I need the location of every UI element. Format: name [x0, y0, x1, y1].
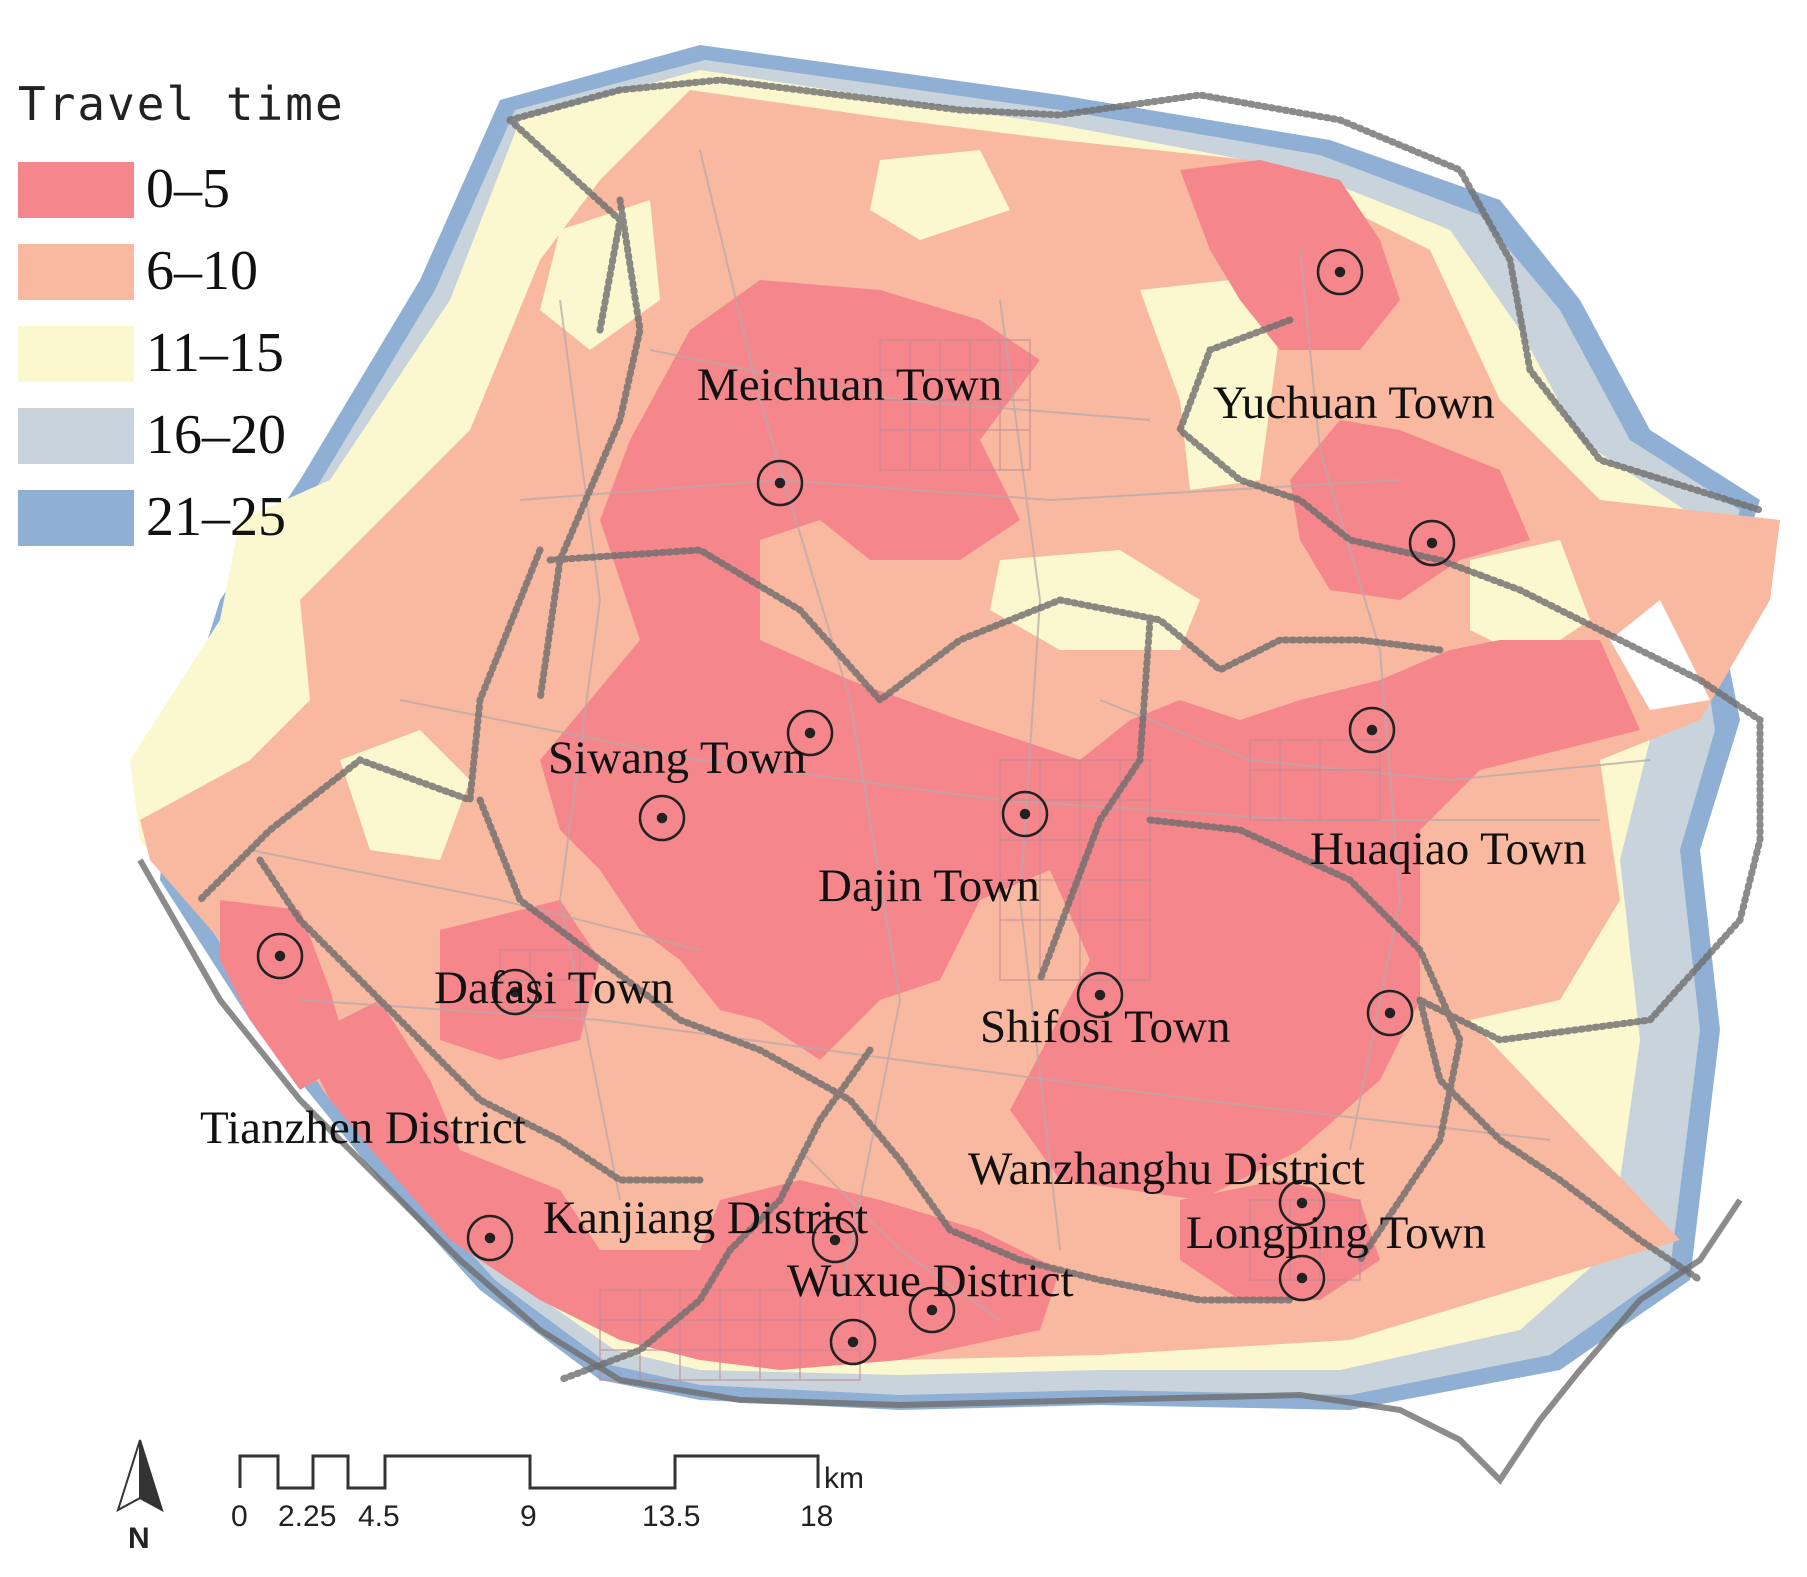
legend-swatch-11-15 — [18, 326, 134, 382]
legend-label: 0–5 — [146, 158, 230, 220]
center-marker — [1366, 989, 1414, 1037]
place-label: Huaqiao Town — [1310, 823, 1587, 875]
legend-swatch-6-10 — [18, 244, 134, 300]
legend-label: 11–15 — [146, 322, 284, 384]
place-label: Longping Town — [1186, 1207, 1486, 1259]
center-marker — [1316, 248, 1364, 296]
center-marker — [1278, 1254, 1326, 1302]
north-arrow-icon: N — [116, 1439, 164, 1555]
place-label: Wuxue District — [787, 1255, 1074, 1307]
zone-11-15-pocket — [540, 200, 660, 350]
place-labels: Meichuan Town Yuchuan Town Siwang Town H… — [200, 359, 1587, 1307]
center-marker — [491, 968, 539, 1016]
county-boundary — [137, 858, 1743, 1485]
admin-boundaries — [196, 76, 1764, 1384]
zone-0-5 — [540, 280, 1640, 1200]
scale-tick-label: 0 — [231, 1500, 248, 1533]
zone-11-15-pocket — [870, 150, 1010, 240]
legend-swatch-16-20 — [18, 408, 134, 464]
scale-tick-label: 18 — [800, 1500, 833, 1533]
zone-0-5 — [1180, 1180, 1380, 1300]
legend-label: 16–20 — [146, 404, 286, 466]
legend-swatch-0-5 — [18, 162, 134, 218]
north-label: N — [128, 1522, 150, 1555]
street-grids — [499, 339, 1381, 1381]
place-label: Meichuan Town — [697, 359, 1002, 411]
zone-11-15-pocket — [1470, 540, 1590, 660]
center-marker — [908, 1286, 956, 1334]
center-marker — [786, 709, 834, 757]
legend-title: Travel time — [18, 77, 345, 131]
place-label: Kanjiang District — [543, 1192, 868, 1244]
zone-11-15-pocket — [1140, 280, 1280, 490]
center-marker — [1001, 790, 1049, 838]
place-label: Yuchuan Town — [1213, 377, 1495, 429]
place-label: Tianzhen District — [200, 1102, 526, 1154]
zone-0-5 — [300, 1000, 1060, 1370]
legend-label: 6–10 — [146, 240, 258, 302]
center-marker — [1348, 706, 1396, 754]
scale-bar: km 0 2.25 4.5 9 13.5 18 — [231, 1454, 864, 1533]
scale-unit: km — [824, 1462, 864, 1495]
town-center-markers — [256, 248, 1456, 1366]
center-marker — [811, 1216, 859, 1264]
place-label: Dajin Town — [818, 860, 1040, 912]
scale-tick-label: 13.5 — [642, 1500, 700, 1533]
no-data-area — [1610, 600, 1710, 710]
center-marker — [1408, 519, 1456, 567]
scale-tick-label: 2.25 — [278, 1500, 336, 1533]
center-marker — [1278, 1179, 1326, 1227]
legend: Travel time 0–5 6–10 11–15 16–20 21–25 — [18, 77, 345, 548]
legend-swatch-21-25 — [18, 490, 134, 546]
place-label: Wanzhanghu District — [968, 1143, 1365, 1195]
place-label: Dafasi Town — [434, 962, 674, 1014]
zone-0-5 — [1290, 420, 1530, 600]
zone-0-5 — [1180, 160, 1400, 350]
center-marker — [829, 1318, 877, 1366]
road-network — [249, 149, 1651, 1321]
center-marker — [466, 1214, 514, 1262]
scale-tick-label: 9 — [520, 1500, 537, 1533]
legend-label: 21–25 — [146, 486, 286, 548]
center-marker — [256, 932, 304, 980]
place-label: Shifosi Town — [980, 1001, 1230, 1053]
center-marker — [756, 459, 804, 507]
scale-tick-label: 4.5 — [358, 1500, 400, 1533]
center-marker — [638, 794, 686, 842]
center-marker — [1076, 971, 1124, 1019]
place-label: Siwang Town — [548, 732, 806, 784]
